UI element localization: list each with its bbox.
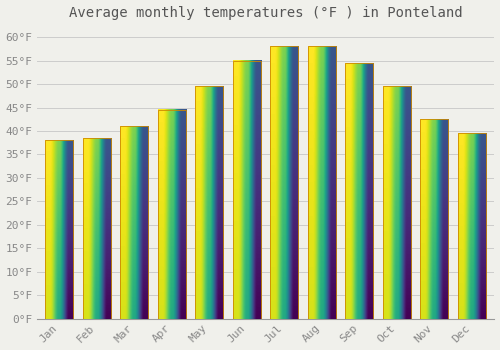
Bar xyxy=(383,86,411,319)
Bar xyxy=(120,126,148,319)
Bar xyxy=(233,61,261,319)
Title: Average monthly temperatures (°F ) in Ponteland: Average monthly temperatures (°F ) in Po… xyxy=(69,6,462,20)
Bar xyxy=(420,119,448,319)
Bar xyxy=(195,86,224,319)
Bar xyxy=(45,140,74,319)
Bar xyxy=(82,138,111,319)
Bar xyxy=(158,110,186,319)
Bar xyxy=(308,47,336,319)
Bar xyxy=(270,47,298,319)
Bar xyxy=(458,133,486,319)
Bar xyxy=(346,63,374,319)
